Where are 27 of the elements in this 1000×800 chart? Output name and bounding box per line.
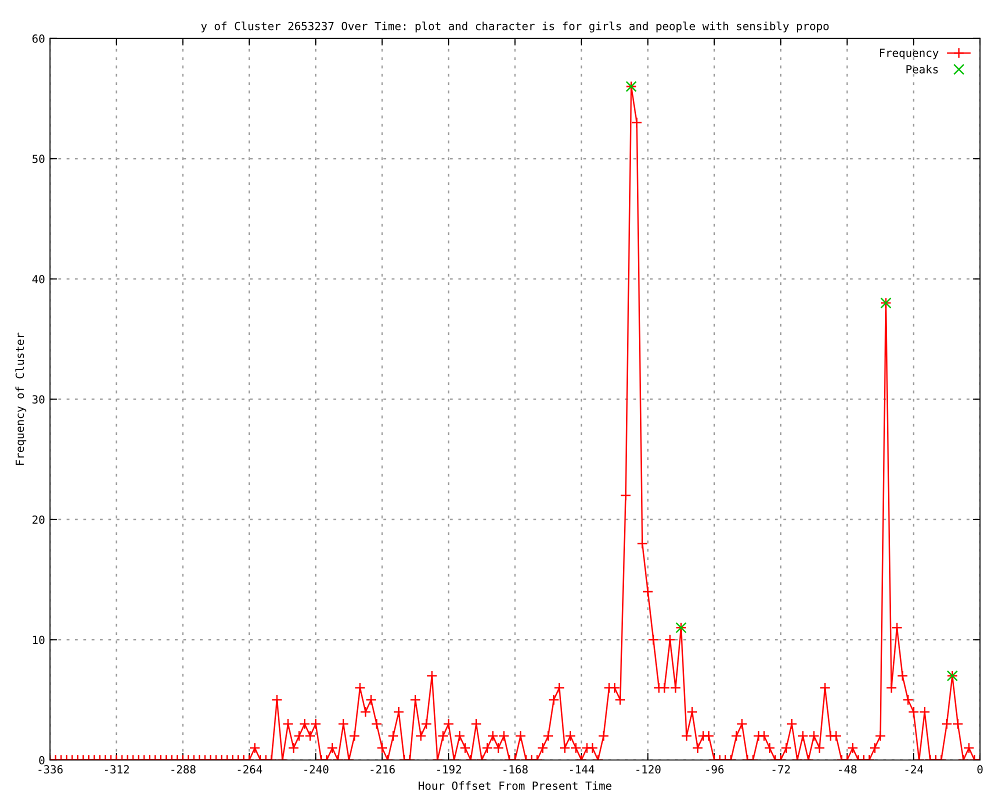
y-tick-label: 20	[32, 515, 44, 524]
x-tick-label: -168	[504, 765, 528, 774]
x-tick-label: -288	[171, 765, 196, 774]
y-tick-label: 0	[39, 756, 44, 764]
x-tick-label: -312	[104, 765, 129, 774]
y-tick-label: 50	[32, 154, 44, 164]
x-axis-title: Hour Offset From Present Time	[418, 781, 612, 790]
x-tick-label: -96	[706, 765, 724, 774]
y-tick-label: 30	[32, 395, 44, 404]
x-tick-label: -264	[238, 765, 262, 774]
x-tick-label: -72	[772, 765, 790, 774]
legend-label: Frequency	[880, 48, 938, 60]
x-tick-label: -216	[370, 765, 395, 774]
x-tick-label: -192	[437, 765, 462, 774]
y-tick-label: 10	[33, 636, 44, 644]
y-axis-title: Frequency of Cluster	[15, 332, 26, 465]
x-tick-label: -240	[304, 765, 328, 774]
y-tick-label: 60	[32, 34, 44, 43]
x-tick-label: -336	[38, 765, 63, 774]
legend-label: Peaks	[906, 64, 938, 74]
y-tick-label: 40	[32, 274, 44, 284]
x-tick-label: -24	[905, 765, 924, 774]
x-tick-label: -120	[636, 765, 661, 774]
x-tick-label: -48	[839, 765, 856, 774]
chart-title: y of Cluster 2653237 Over Time: plot and character is for girls and people with sensibly propo	[201, 22, 829, 32]
x-tick-label: 0	[977, 765, 983, 774]
x-tick-label: -144	[570, 765, 594, 774]
